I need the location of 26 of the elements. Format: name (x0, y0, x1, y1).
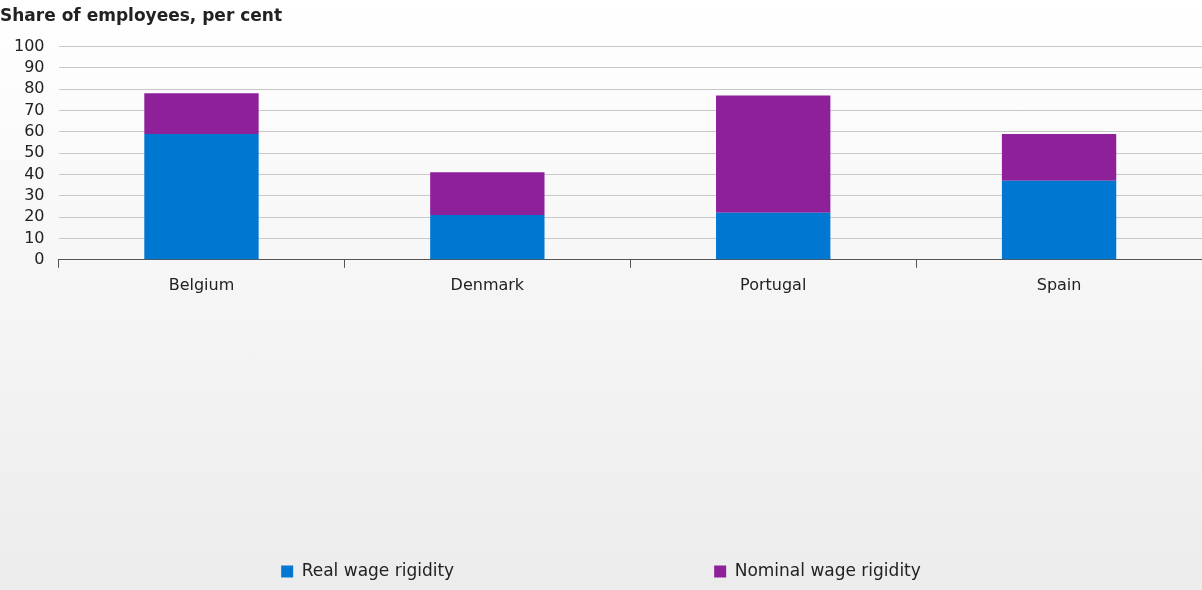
y-tick-label: 0 (34, 248, 45, 268)
y-tick-label: 10 (24, 227, 45, 247)
y-axis-title: Share of employees, per cent (0, 4, 283, 25)
bar (1001, 180, 1117, 260)
bar (144, 133, 259, 260)
y-tick-label: 70 (24, 99, 45, 119)
bar (1001, 133, 1117, 181)
x-tick-label: Belgium (168, 274, 235, 294)
bar (430, 172, 545, 215)
y-tick-label: 60 (24, 120, 45, 140)
bar (144, 93, 259, 134)
bar (716, 95, 831, 213)
y-tick-label: 80 (24, 78, 45, 98)
y-tick-label: 100 (13, 35, 45, 55)
y-tick-label: 30 (24, 184, 45, 204)
x-tick-label: Denmark (450, 274, 525, 294)
y-tick-label: 40 (24, 163, 45, 183)
y-tick-label: 50 (24, 142, 45, 162)
bar (430, 214, 545, 260)
legend-label: Real wage rigidity (301, 559, 455, 580)
legend-label: Nominal wage rigidity (734, 559, 921, 580)
y-tick-label: 90 (24, 56, 45, 76)
bar (716, 212, 831, 260)
x-tick-label: Portugal (740, 274, 807, 294)
x-tick-label: Spain (1036, 274, 1082, 294)
y-tick-label: 20 (24, 206, 45, 226)
